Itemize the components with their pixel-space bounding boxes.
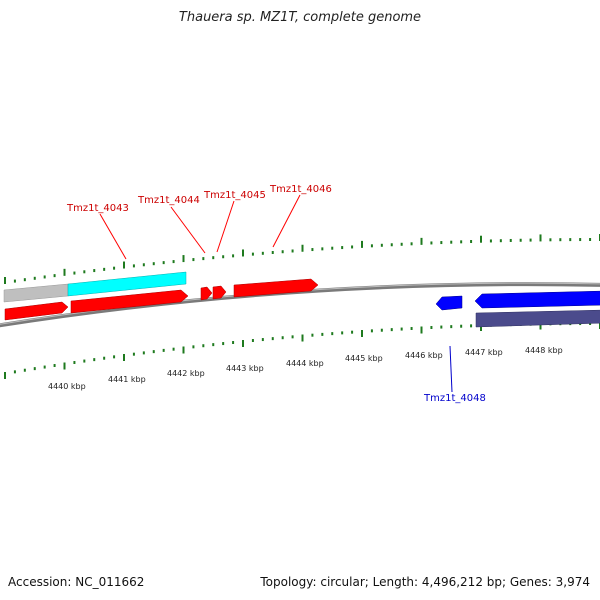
cds-arrow-4046[interactable] (233, 278, 319, 298)
scale-label-4447: 4447 kbp (465, 348, 503, 357)
scale-labels: 4440 kbp 4441 kbp 4442 kbp 4443 kbp 4444… (48, 346, 563, 391)
scale-label-4448: 4448 kbp (525, 346, 563, 355)
genome-summary-text: Topology: circular; Length: 4,496,212 bp… (260, 575, 590, 589)
cds-arrow-4045[interactable] (212, 285, 227, 300)
cyan-feature-track[interactable] (67, 271, 187, 297)
gene-label-4046[interactable]: Tmz1t_4046 (269, 184, 332, 195)
cds-arrow-4042[interactable] (4, 301, 69, 321)
gene-label-4048[interactable]: Tmz1t_4048 (423, 393, 486, 404)
scale-label-4442: 4442 kbp (167, 369, 205, 378)
leader-line-4048 (449, 345, 453, 393)
scale-label-4445: 4445 kbp (345, 354, 383, 363)
leader-line-4046 (272, 194, 301, 248)
leader-line-4045 (216, 200, 235, 253)
gene-label-4045[interactable]: Tmz1t_4045 (203, 190, 266, 201)
leader-line-4043 (99, 213, 127, 260)
inner-scale-ticks (4, 322, 600, 379)
outer-scale-ticks (4, 234, 600, 284)
scale-label-4440: 4440 kbp (48, 382, 86, 391)
cds-arrow-4048[interactable] (435, 295, 463, 311)
scale-label-4446: 4446 kbp (405, 351, 443, 360)
purple-feature-track[interactable] (475, 309, 600, 328)
scale-label-4441: 4441 kbp (108, 375, 146, 384)
cds-arrow-4049[interactable] (474, 290, 600, 309)
leader-line-4044 (170, 206, 206, 254)
scale-label-4443: 4443 kbp (226, 364, 264, 373)
cds-arrow-4044[interactable] (200, 286, 213, 301)
scale-label-4444: 4444 kbp (286, 359, 324, 368)
map-title: Thauera sp. MZ1T, complete genome (178, 10, 422, 25)
gene-label-4043[interactable]: Tmz1t_4043 (66, 203, 129, 214)
accession-text: Accession: NC_011662 (8, 575, 145, 589)
gene-label-4044[interactable]: Tmz1t_4044 (137, 195, 200, 206)
gray-feature-track[interactable] (3, 283, 69, 303)
cds-arrow-4043[interactable] (70, 289, 189, 314)
